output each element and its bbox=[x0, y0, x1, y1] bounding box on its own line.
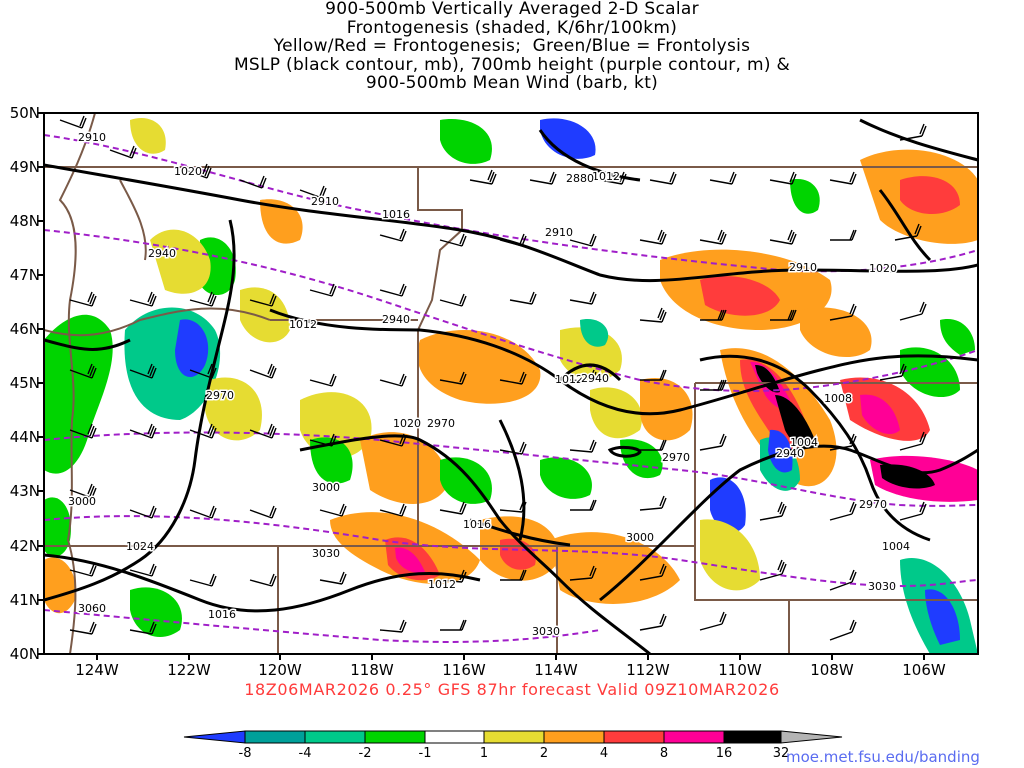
lon-label-122w: 122W bbox=[167, 661, 211, 679]
colorbar-label-32: 32 bbox=[772, 746, 790, 761]
title-line-2: Frontogenesis (shaded, K/6hr/100km) bbox=[346, 17, 678, 38]
mslp-contour-label-6: 1008 bbox=[824, 392, 852, 405]
colorbar bbox=[183, 730, 843, 744]
lon-label-118w: 118W bbox=[350, 661, 394, 679]
lat-label-40n: 40N bbox=[9, 645, 40, 663]
lat-label-42n: 42N bbox=[9, 537, 40, 555]
lat-label-48n: 48N bbox=[9, 212, 40, 230]
height-contour-label-7: 2970 bbox=[206, 389, 234, 402]
credit-link[interactable]: moe.met.fsu.edu/banding bbox=[786, 748, 980, 766]
title-line-4: MSLP (black contour, mb), 700mb height (… bbox=[233, 54, 791, 75]
colorbar-seg-2 bbox=[304, 730, 366, 744]
colorbar-seg-1 bbox=[244, 730, 306, 744]
lon-label-112w: 112W bbox=[626, 661, 670, 679]
height-contour-label-9: 2970 bbox=[662, 451, 690, 464]
mslp-contour-label-8: 1004 bbox=[882, 540, 910, 553]
shading-layer: 1020 1016 1012 1020 1020 1012 1008 1004 1004 1024… bbox=[44, 113, 978, 654]
lat-label-45n: 45N bbox=[9, 374, 40, 392]
colorbar-seg-8 bbox=[663, 730, 725, 744]
colorbar-label-m8: -8 bbox=[238, 746, 252, 761]
mslp-contour-label-2: 1012 bbox=[289, 318, 317, 331]
mslp-contour-label-4: 1020 bbox=[869, 262, 897, 275]
height-contour-label-13: 3060 bbox=[78, 602, 106, 615]
colorbar-label-m2: -2 bbox=[358, 746, 372, 761]
height-contour-label-1: 2910 bbox=[311, 195, 339, 208]
lat-label-44n: 44N bbox=[9, 428, 40, 446]
height-contour-label-19: 2940 bbox=[581, 372, 609, 385]
height-contour-label-10: 2940 bbox=[776, 447, 804, 460]
mslp-contour-label-0: 1020 bbox=[174, 165, 202, 178]
height-contour-label-16: 3030 bbox=[868, 580, 896, 593]
colorbar-label-2: 2 bbox=[539, 746, 549, 761]
colorbar-label-1: 1 bbox=[479, 746, 489, 761]
mslp-contour-label-11: 1012 bbox=[428, 578, 456, 591]
height-contour-label-11: 3000 bbox=[312, 481, 340, 494]
lat-label-47n: 47N bbox=[9, 266, 40, 284]
height-contour-label-15: 3000 bbox=[626, 531, 654, 544]
mslp-contour-label-13: 1012 bbox=[592, 170, 620, 183]
colorbar-label-8: 8 bbox=[659, 746, 669, 761]
title-line-5: 900-500mb Mean Wind (barb, kt) bbox=[365, 73, 659, 93]
mslp-contour-label-12: 1016 bbox=[463, 518, 491, 531]
colorbar-seg-3 bbox=[364, 730, 426, 744]
lon-label-124w: 124W bbox=[75, 661, 119, 679]
lon-label-120w: 120W bbox=[258, 661, 302, 679]
colorbar-seg-10 bbox=[780, 730, 843, 744]
height-contour-label-17: 2970 bbox=[859, 498, 887, 511]
height-contour-label-5: 2910 bbox=[789, 261, 817, 274]
height-contour-label-6: 2940 bbox=[382, 313, 410, 326]
title-line-3: Yellow/Red = Frontogenesis; Green/Blue =… bbox=[273, 36, 751, 56]
lat-ticks bbox=[38, 112, 44, 655]
lon-label-106w: 106W bbox=[902, 661, 946, 679]
lon-label-114w: 114W bbox=[534, 661, 578, 679]
colorbar-seg-9 bbox=[723, 730, 782, 744]
height-contour-label-0: 2910 bbox=[78, 131, 106, 144]
mslp-contour-label-7: 1004 bbox=[790, 436, 818, 449]
lat-label-46n: 46N bbox=[9, 320, 40, 338]
mslp-contour-label-10: 1016 bbox=[208, 608, 236, 621]
mslp-contour-label-3: 1020 bbox=[393, 417, 421, 430]
colorbar-label-16: 16 bbox=[715, 746, 733, 761]
height-contour-label-18: 3000 bbox=[68, 495, 96, 508]
colorbar-seg-5 bbox=[483, 730, 545, 744]
colorbar-seg-7 bbox=[603, 730, 665, 744]
colorbar-label-4: 4 bbox=[599, 746, 609, 761]
colorbar-seg-4 bbox=[424, 730, 485, 744]
height-contour-label-3: 2910 bbox=[545, 226, 573, 239]
mslp-contour-label-5: 1012 bbox=[555, 373, 583, 386]
lon-ticks bbox=[96, 654, 925, 660]
lon-label-108w: 108W bbox=[810, 661, 854, 679]
mslp-contours bbox=[44, 118, 978, 654]
coastline bbox=[58, 113, 147, 654]
lon-label-110w: 110W bbox=[718, 661, 762, 679]
colorbar-seg-0 bbox=[183, 730, 246, 744]
valid-time-line: 18Z06MAR2026 0.25° GFS 87hr forecast Val… bbox=[244, 680, 780, 699]
lat-label-49n: 49N bbox=[9, 158, 40, 176]
title-line-1: 900-500mb Vertically Averaged 2-D Scalar bbox=[325, 0, 699, 19]
height-contour-label-2: 2880 bbox=[566, 172, 594, 185]
contour-labels: 1020 1016 1012 1020 1020 1012 1008 1004 1004 1024… bbox=[67, 130, 912, 640]
height-contour-label-14: 3030 bbox=[532, 625, 560, 638]
colorbar-label-m4: -4 bbox=[298, 746, 312, 761]
lat-label-43n: 43N bbox=[9, 482, 40, 500]
mslp-contour-label-1: 1016 bbox=[382, 208, 410, 221]
colorbar-seg-6 bbox=[543, 730, 605, 744]
height-contour-label-12: 3030 bbox=[312, 547, 340, 560]
title-block: 900-500mb Vertically Averaged 2-D Scalar… bbox=[0, 0, 1024, 93]
height-contour-label-4: 2940 bbox=[148, 247, 176, 260]
colorbar-label-m1: -1 bbox=[418, 746, 432, 761]
lat-label-50n: 50N bbox=[9, 104, 40, 122]
mslp-contour-label-9: 1024 bbox=[126, 540, 154, 553]
wind-barbs bbox=[59, 115, 927, 641]
lat-label-41n: 41N bbox=[9, 591, 40, 609]
lon-label-116w: 116W bbox=[442, 661, 486, 679]
height-contour-label-8: 2970 bbox=[427, 417, 455, 430]
